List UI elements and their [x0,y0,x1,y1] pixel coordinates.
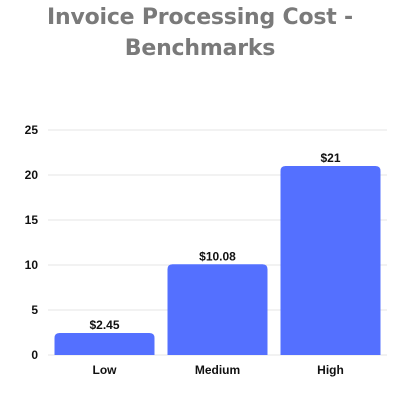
chart-title-line-2: Benchmarks [124,36,276,61]
bar-low [54,332,155,355]
category-label-low: Low [93,363,118,377]
y-tick-label: 20 [25,168,39,182]
bar-high [280,166,381,355]
data-label-low: $2.45 [89,318,119,332]
category-label-high: High [317,363,344,377]
y-tick-label: 15 [25,213,39,227]
y-axis-ticks: 0 5 10 15 20 25 [25,123,39,362]
bar-medium [167,264,268,355]
y-tick-label: 10 [25,258,39,272]
x-axis-categories: Low Medium High [93,363,344,377]
data-labels: $2.45 $10.08 $21 [89,151,340,332]
chart-title: Invoice Processing Cost - Benchmarks [0,2,400,64]
bars [54,166,381,355]
y-tick-label: 25 [25,123,39,137]
y-tick-label: 0 [31,348,38,362]
y-tick-label: 5 [31,303,38,317]
chart-title-line-1: Invoice Processing Cost - [47,5,353,30]
category-label-medium: Medium [195,363,240,377]
data-label-medium: $10.08 [199,249,236,263]
data-label-high: $21 [320,151,340,165]
